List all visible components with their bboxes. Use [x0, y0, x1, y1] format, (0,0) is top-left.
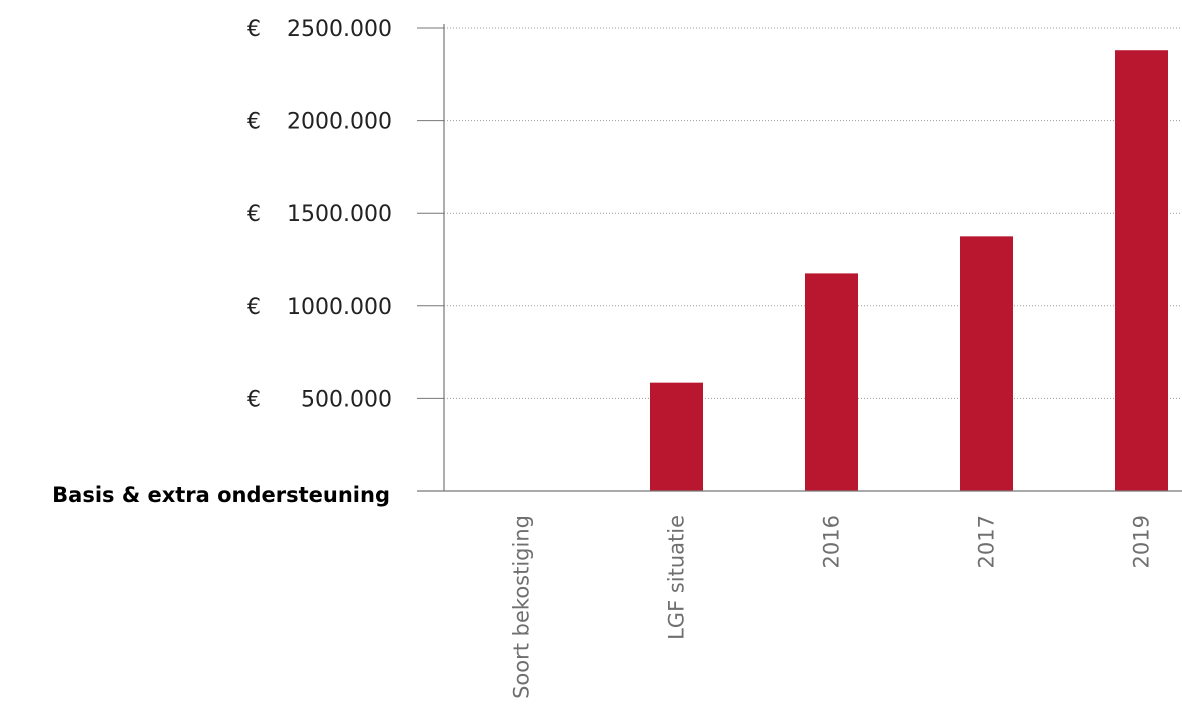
bar-2019	[1115, 50, 1168, 491]
x-category-label: LGF situatie	[665, 515, 689, 640]
y-tick-currency: €	[247, 387, 261, 412]
gridlines	[444, 27, 1182, 399]
x-axis-labels: Soort bekostiging LGF situatie 2016 2017 201…	[510, 515, 1154, 699]
y-tick-currency: €	[247, 202, 261, 227]
row-label: Basis & extra ondersteuning	[52, 483, 390, 507]
y-tick-label: 500.000	[301, 387, 392, 412]
x-category-label: 2017	[975, 515, 999, 568]
bar-2017	[960, 236, 1013, 491]
y-tick-label: 1500.000	[287, 202, 392, 227]
x-category-label: Soort bekostiging	[510, 515, 534, 699]
bars	[650, 50, 1168, 491]
axes	[417, 24, 1182, 492]
y-tick-currency: €	[247, 110, 261, 135]
bar-2016	[805, 273, 858, 491]
bar-lgf-situatie	[650, 382, 703, 491]
y-axis-ticks: €500.000 € 1000.000 € 1500.000 € 2000.000 € 2500…	[247, 17, 444, 412]
y-tick-label: 2500.000	[287, 17, 392, 42]
y-tick-label: 2000.000	[287, 110, 392, 135]
y-tick-currency: €	[247, 295, 261, 320]
x-category-label: 2016	[820, 515, 844, 568]
y-tick-label: 1000.000	[287, 295, 392, 320]
x-category-label: 2019	[1130, 515, 1154, 568]
y-tick-currency: €	[247, 17, 261, 42]
